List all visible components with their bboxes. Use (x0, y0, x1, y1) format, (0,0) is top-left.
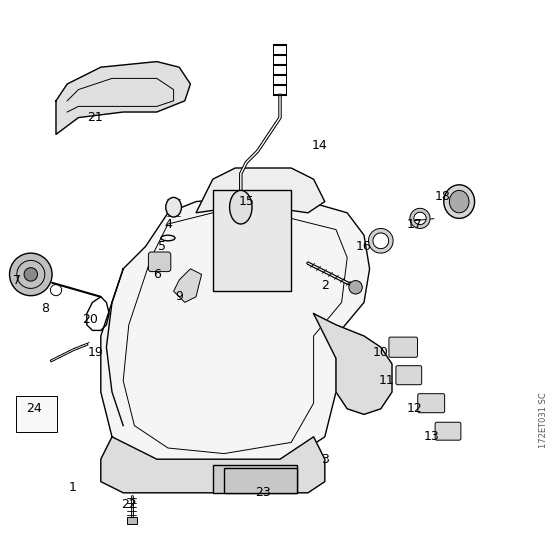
Polygon shape (314, 314, 392, 414)
Text: 20: 20 (82, 312, 97, 326)
FancyBboxPatch shape (148, 252, 171, 272)
Ellipse shape (444, 185, 475, 218)
FancyBboxPatch shape (396, 366, 422, 385)
Text: 11: 11 (379, 374, 394, 388)
Text: 1: 1 (69, 480, 77, 494)
Text: 21: 21 (87, 111, 103, 124)
Circle shape (10, 253, 52, 296)
Text: 17: 17 (407, 217, 422, 231)
Text: 172ET031 SC: 172ET031 SC (539, 392, 548, 448)
Polygon shape (101, 196, 370, 470)
Text: 6: 6 (153, 268, 161, 281)
Bar (127, 517, 137, 524)
Polygon shape (196, 168, 325, 213)
Text: 14: 14 (311, 139, 327, 152)
Text: 4: 4 (164, 217, 172, 231)
FancyBboxPatch shape (418, 394, 445, 413)
Text: 16: 16 (356, 240, 372, 253)
Text: 5: 5 (158, 240, 166, 253)
FancyBboxPatch shape (16, 396, 57, 432)
Ellipse shape (449, 190, 469, 213)
Text: 9: 9 (175, 290, 183, 304)
Bar (213, 465, 297, 493)
FancyBboxPatch shape (213, 190, 291, 291)
FancyBboxPatch shape (435, 422, 461, 440)
Bar (224, 468, 297, 493)
Text: 3: 3 (321, 452, 329, 466)
Text: 8: 8 (41, 301, 49, 315)
Circle shape (349, 281, 362, 294)
Text: 15: 15 (239, 195, 254, 208)
FancyArrowPatch shape (412, 218, 434, 221)
Text: 19: 19 (87, 346, 103, 360)
Ellipse shape (230, 190, 252, 224)
Text: 23: 23 (255, 486, 271, 500)
Text: 7: 7 (13, 273, 21, 287)
Circle shape (24, 268, 38, 281)
Polygon shape (101, 437, 325, 493)
Text: 24: 24 (26, 402, 41, 416)
Text: 13: 13 (423, 430, 439, 444)
Text: 10: 10 (373, 346, 389, 360)
Text: 18: 18 (435, 189, 450, 203)
Polygon shape (56, 62, 190, 134)
Text: 2: 2 (321, 279, 329, 292)
Ellipse shape (166, 198, 181, 217)
Bar (273, 45, 286, 95)
FancyBboxPatch shape (389, 337, 418, 357)
Text: 12: 12 (407, 402, 422, 416)
Text: 22: 22 (121, 497, 137, 511)
Polygon shape (174, 269, 202, 302)
